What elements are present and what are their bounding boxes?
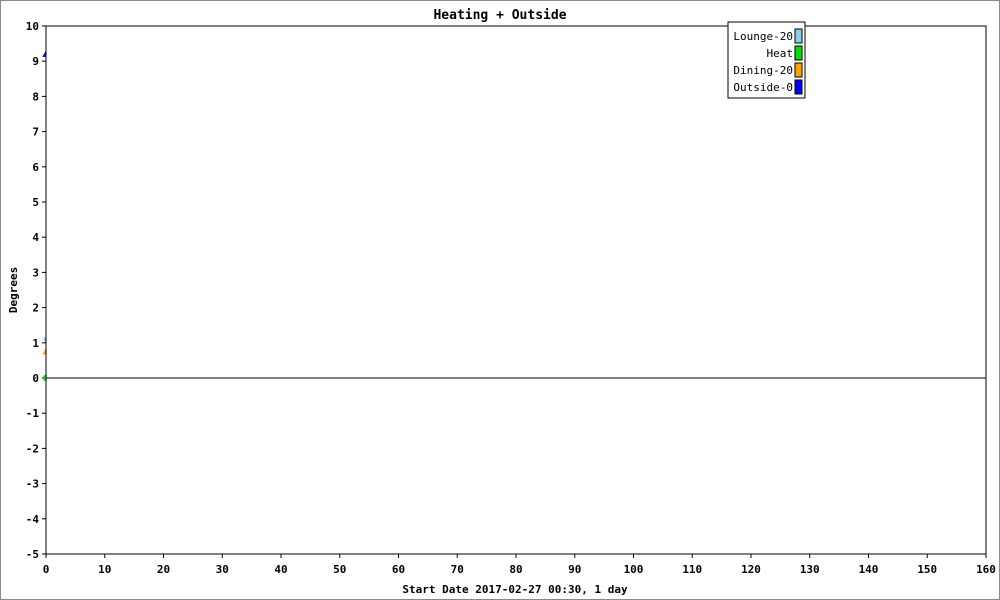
- x-tick-label: 80: [509, 563, 522, 576]
- legend-entry-label: Outside-0: [733, 81, 793, 94]
- y-tick-label: 0: [32, 372, 39, 385]
- legend-swatch: [794, 79, 803, 95]
- x-tick-label: 120: [741, 563, 761, 576]
- y-tick-label: -3: [26, 478, 39, 491]
- legend-box: [727, 21, 806, 99]
- x-tick-label: 150: [917, 563, 937, 576]
- x-tick-label: 30: [216, 563, 229, 576]
- x-tick-label: 10: [98, 563, 111, 576]
- legend-entry-label: Lounge-20: [733, 30, 793, 43]
- x-tick-label: 90: [568, 563, 581, 576]
- y-tick-label: 5: [32, 196, 39, 209]
- y-tick-label: 6: [32, 161, 39, 174]
- legend-swatch: [794, 45, 803, 61]
- legend-entry-label: Dining-20: [733, 64, 793, 77]
- y-tick-label: 4: [32, 231, 39, 244]
- x-tick-label: 100: [624, 563, 644, 576]
- x-tick-label: 160: [976, 563, 996, 576]
- legend-entry-label: Heat: [767, 47, 794, 60]
- chart-title: Heating + Outside: [433, 8, 566, 23]
- axes: [45, 25, 987, 555]
- y-tick-label: 10: [26, 20, 39, 33]
- y-tick-label: 9: [32, 55, 39, 68]
- legend-swatch: [794, 62, 803, 78]
- legend: Lounge-20 Heat Dining-20 Outside-0: [727, 21, 806, 99]
- axis-ticks: 0 10 20 30 40 50 60 70 80 90 100 110 120 130 140 150 160…: [26, 20, 996, 576]
- x-tick-label: 0: [43, 563, 50, 576]
- x-axis-label: Start Date 2017-02-27 00:30, 1 day: [402, 583, 628, 596]
- y-tick-label: 7: [32, 126, 39, 139]
- x-tick-label: 130: [800, 563, 820, 576]
- x-tick-label: 20: [157, 563, 170, 576]
- y-tick-label: -4: [26, 513, 40, 526]
- y-tick-label: 1: [32, 337, 39, 350]
- x-tick-label: 60: [392, 563, 405, 576]
- plot-area: [45, 25, 987, 555]
- x-tick-label: 110: [682, 563, 702, 576]
- legend-swatch: [794, 28, 803, 44]
- x-tick-label: 140: [859, 563, 879, 576]
- y-tick-label: 2: [32, 302, 39, 315]
- x-tick-label: 50: [333, 563, 346, 576]
- y-tick-label: 8: [32, 90, 39, 103]
- x-tick-label: 40: [274, 563, 287, 576]
- y-axis-label: Degrees: [7, 267, 20, 313]
- x-tick-label: 70: [451, 563, 464, 576]
- y-tick-label: -5: [26, 548, 39, 561]
- y-tick-label: 3: [32, 266, 39, 279]
- y-tick-label: -1: [26, 407, 40, 420]
- y-tick-label: -2: [26, 442, 39, 455]
